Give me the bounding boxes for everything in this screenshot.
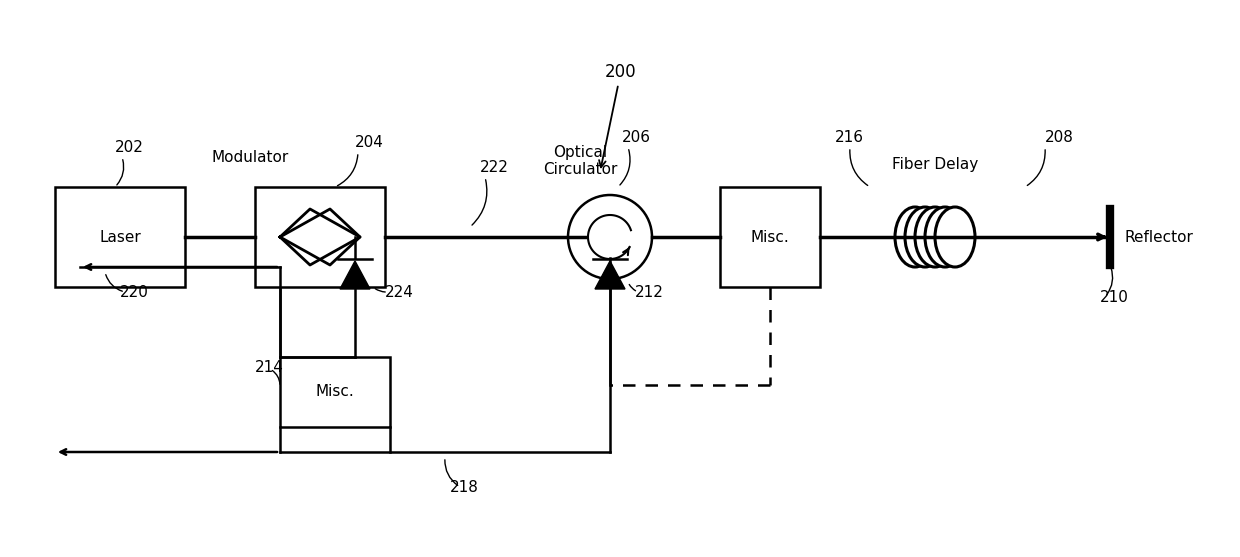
Ellipse shape [915,207,955,267]
Text: 206: 206 [622,130,651,145]
Bar [255,187,384,287]
Polygon shape [340,261,370,289]
Text: Misc.: Misc. [316,384,355,399]
Text: Reflector: Reflector [1125,229,1194,245]
Text: 220: 220 [120,285,149,300]
Text: Fiber Delay: Fiber Delay [892,157,978,172]
Text: 214: 214 [255,360,284,375]
Bar [720,187,820,287]
Text: Misc.: Misc. [750,229,790,245]
Text: 212: 212 [635,285,663,300]
Circle shape [568,195,652,279]
Ellipse shape [925,207,965,267]
Text: 222: 222 [480,160,508,175]
Polygon shape [595,261,625,289]
Text: 224: 224 [384,285,414,300]
Text: Modulator: Modulator [211,150,289,165]
Bar [280,357,391,427]
Text: 204: 204 [355,135,384,150]
Text: 218: 218 [450,480,479,495]
Ellipse shape [905,207,945,267]
Text: 208: 208 [1045,130,1074,145]
Text: Laser: Laser [99,229,141,245]
Text: 210: 210 [1100,290,1128,305]
Text: 200: 200 [599,63,636,167]
Ellipse shape [935,207,975,267]
Text: 202: 202 [115,140,144,155]
Text: 216: 216 [835,130,864,145]
Text: Optical
Circulator: Optical Circulator [543,145,618,177]
Ellipse shape [895,207,935,267]
Bar [55,187,185,287]
